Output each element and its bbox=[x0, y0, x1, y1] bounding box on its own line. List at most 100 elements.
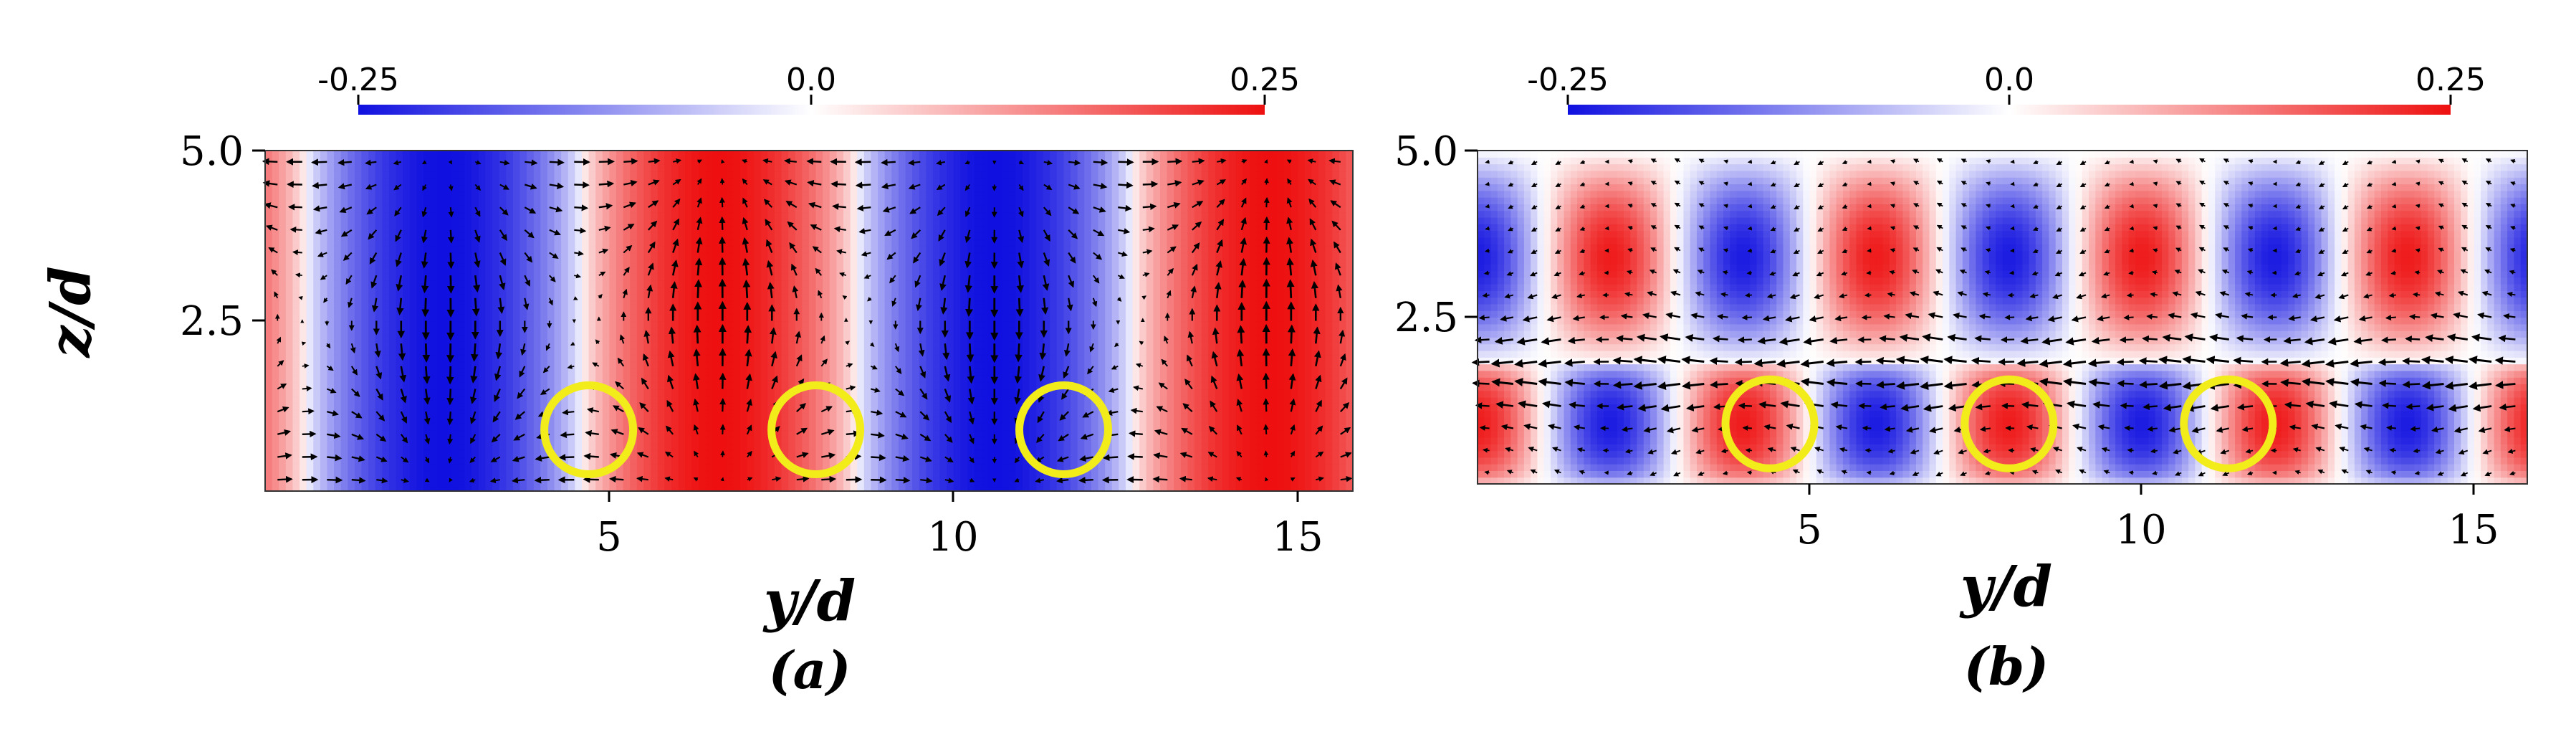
heatmap-cell bbox=[292, 266, 300, 274]
heatmap-cell bbox=[458, 252, 466, 260]
heatmap-cell bbox=[691, 443, 699, 451]
heatmap-cell bbox=[678, 348, 686, 356]
heatmap-cell bbox=[685, 314, 693, 322]
heatmap-cell bbox=[540, 457, 548, 465]
heatmap-cell bbox=[781, 164, 789, 172]
heatmap-cell bbox=[781, 266, 789, 274]
heatmap-cell bbox=[691, 211, 699, 219]
heatmap-cell bbox=[891, 355, 899, 363]
heatmap-cell bbox=[850, 293, 858, 301]
heatmap-cell bbox=[754, 382, 762, 390]
heatmap-cell bbox=[430, 477, 438, 485]
heatmap-cell bbox=[444, 450, 452, 458]
heatmap-cell bbox=[451, 457, 459, 465]
heatmap-cell bbox=[905, 246, 913, 254]
heatmap-cell bbox=[850, 437, 858, 444]
heatmap-cell bbox=[416, 232, 424, 240]
heatmap-cell bbox=[388, 464, 397, 472]
heatmap-cell bbox=[334, 443, 342, 451]
heatmap-cell bbox=[932, 205, 941, 213]
heatmap-cell bbox=[403, 239, 411, 247]
heatmap-cell bbox=[451, 205, 459, 213]
heatmap-cell bbox=[527, 450, 535, 458]
heatmap-cell bbox=[320, 368, 328, 376]
heatmap-cell bbox=[451, 416, 459, 424]
heatmap-cell bbox=[905, 293, 913, 301]
heatmap-cell bbox=[884, 437, 892, 444]
heatmap-cell bbox=[705, 157, 714, 165]
heatmap-cell bbox=[884, 355, 892, 363]
heatmap-cell bbox=[919, 470, 927, 478]
heatmap-cell bbox=[616, 402, 624, 410]
heatmap-cell bbox=[712, 314, 720, 322]
heatmap-cell bbox=[905, 178, 913, 186]
heatmap-cell bbox=[492, 470, 500, 478]
heatmap-cell bbox=[609, 280, 617, 287]
heatmap-cell bbox=[685, 396, 693, 404]
heatmap-cell bbox=[809, 348, 817, 356]
heatmap-cell bbox=[905, 280, 913, 287]
heatmap-cell bbox=[430, 416, 438, 424]
heatmap-cell bbox=[527, 157, 535, 165]
heatmap-cell bbox=[444, 464, 452, 472]
heatmap-cell bbox=[382, 334, 390, 342]
heatmap-cell bbox=[705, 314, 714, 322]
heatmap-cell bbox=[485, 457, 493, 465]
heatmap-cell bbox=[327, 348, 335, 356]
heatmap-cell bbox=[630, 328, 638, 336]
heatmap-cell bbox=[361, 361, 369, 369]
heatmap-cell bbox=[657, 293, 665, 301]
heatmap-cell bbox=[327, 334, 335, 342]
heatmap-cell bbox=[691, 416, 699, 424]
heatmap-cell bbox=[754, 477, 762, 485]
heatmap-cell bbox=[733, 314, 741, 322]
heatmap-cell bbox=[891, 205, 899, 213]
heatmap-cell bbox=[705, 252, 714, 260]
heatmap-cell bbox=[863, 293, 872, 301]
heatmap-cell bbox=[388, 396, 397, 404]
heatmap-cell bbox=[781, 348, 789, 356]
heatmap-cell bbox=[471, 314, 479, 322]
heatmap-cell bbox=[843, 211, 851, 219]
heatmap-cell bbox=[464, 287, 472, 295]
heatmap-cell bbox=[733, 219, 741, 227]
heatmap-cell bbox=[444, 198, 452, 206]
heatmap-cell bbox=[829, 484, 838, 492]
heatmap-cell bbox=[285, 348, 294, 356]
heatmap-cell bbox=[361, 416, 369, 424]
heatmap-cell bbox=[506, 341, 514, 349]
heatmap-cell bbox=[492, 307, 500, 315]
heatmap-cell bbox=[292, 205, 300, 213]
heatmap-cell bbox=[588, 260, 596, 267]
heatmap-cell bbox=[451, 211, 459, 219]
heatmap-cell bbox=[300, 450, 307, 458]
heatmap-cell bbox=[478, 287, 487, 295]
heatmap-cell bbox=[334, 320, 342, 328]
heatmap-cell bbox=[912, 348, 920, 356]
heatmap-cell bbox=[747, 307, 755, 315]
heatmap-cell bbox=[492, 341, 500, 349]
heatmap-cell bbox=[636, 334, 645, 342]
heatmap-cell bbox=[657, 314, 665, 322]
heatmap-cell bbox=[685, 437, 693, 444]
heatmap-cell bbox=[932, 164, 941, 172]
heatmap-cell bbox=[464, 273, 472, 281]
heatmap-cell bbox=[340, 368, 348, 376]
heatmap-cell bbox=[519, 225, 527, 233]
heatmap-cell bbox=[464, 252, 472, 260]
heatmap-cell bbox=[616, 375, 624, 383]
heatmap-cell bbox=[568, 219, 575, 227]
heatmap-cell bbox=[306, 355, 314, 363]
heatmap-cell bbox=[932, 260, 941, 267]
heatmap-cell bbox=[300, 464, 307, 472]
heatmap-cell bbox=[458, 184, 466, 192]
heatmap-cell bbox=[464, 470, 472, 478]
heatmap-cell bbox=[492, 409, 500, 417]
heatmap-cell bbox=[774, 355, 782, 363]
heatmap-cell bbox=[547, 355, 555, 363]
heatmap-cell bbox=[554, 402, 562, 410]
heatmap-cell bbox=[423, 293, 431, 301]
heatmap-cell bbox=[265, 409, 273, 417]
heatmap-cell bbox=[471, 443, 479, 451]
heatmap-cell bbox=[691, 314, 699, 322]
